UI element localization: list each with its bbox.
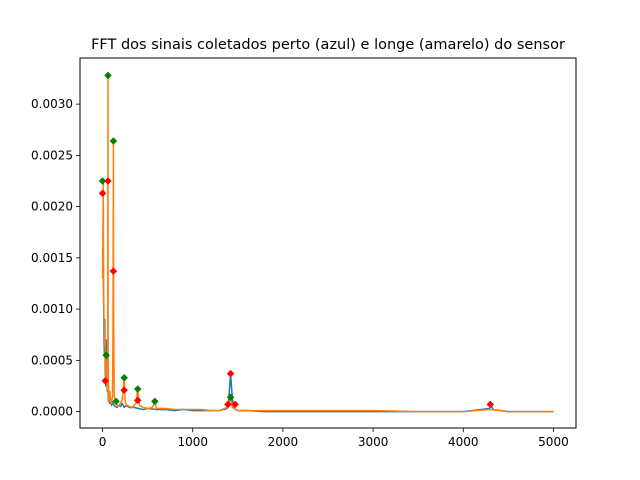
plot-area: [79, 57, 577, 429]
red-peak-marker-4: [120, 386, 129, 394]
marker-layer: [98, 71, 495, 409]
x-tick-label-5: 5000: [538, 435, 569, 449]
green-peak-marker-5: [133, 385, 142, 393]
green-peak-marker-7: [112, 397, 120, 406]
y-tick-label-2: 0.0010: [31, 302, 73, 316]
green-peak-marker-4: [120, 373, 129, 382]
green-peak-marker-6: [150, 397, 159, 406]
y-tick-label-4: 0.0020: [31, 200, 73, 214]
green-peak-marker-8: [226, 393, 235, 402]
green-peak-marker-9: [102, 351, 111, 360]
red-peak-marker-7: [224, 400, 232, 409]
red-peak-marker-6: [226, 369, 235, 378]
y-tick-label-6: 0.0030: [31, 97, 73, 111]
red-peak-marker-1: [98, 189, 107, 198]
x-tick-label-1: 1000: [177, 435, 208, 449]
x-tick-label-4: 4000: [448, 435, 479, 449]
x-axis: 0 1000 2000 3000 4000 5000: [99, 428, 569, 449]
x-tick-label-3: 3000: [358, 435, 389, 449]
red-peak-marker-3: [109, 267, 118, 276]
y-tick-label-3: 0.0015: [31, 251, 73, 265]
axes-frame: [79, 57, 577, 429]
chart-title: FFT dos sinais coletados perto (azul) e …: [91, 37, 565, 53]
x-tick-label-0: 0: [99, 435, 107, 449]
green-peak-marker-2: [104, 71, 112, 80]
y-tick-label-0: 0.0000: [31, 405, 73, 419]
y-tick-label-5: 0.0025: [31, 148, 73, 162]
red-peak-marker-8: [231, 400, 239, 409]
x-tick-label-2: 2000: [268, 435, 299, 449]
red-peak-marker-10: [101, 376, 110, 385]
green-peak-marker-3: [109, 137, 118, 145]
red-peak-marker-2: [104, 177, 112, 185]
green-peak-marker-1: [98, 177, 107, 185]
y-tick-label-1: 0.0005: [31, 353, 73, 367]
red-peak-marker-5: [133, 396, 142, 405]
red-peak-marker-9: [486, 400, 495, 409]
y-axis: 0.0000 0.0005 0.0010 0.0015 0.0020 0.0025 0.00…: [31, 97, 80, 419]
